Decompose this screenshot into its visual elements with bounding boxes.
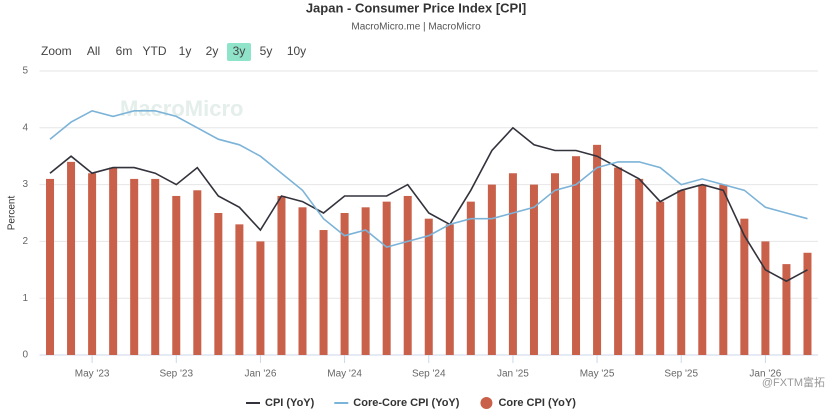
x-tick-label: Sep '24 xyxy=(412,369,446,380)
bar xyxy=(256,241,265,355)
y-axis-label: Percent xyxy=(7,196,18,231)
bar xyxy=(445,224,454,355)
y-tick-label: 0 xyxy=(22,350,28,361)
bar xyxy=(403,195,412,355)
bar xyxy=(88,173,97,355)
watermark: MacroMicro xyxy=(120,96,243,121)
chart-title: Japan - Consumer Price Index [CPI] xyxy=(306,0,526,15)
range-button[interactable]: YTD xyxy=(143,44,167,58)
bar xyxy=(550,173,559,355)
bar xyxy=(593,144,602,355)
y-tick-label: 5 xyxy=(22,66,28,77)
y-tick-label: 3 xyxy=(22,179,28,190)
bar xyxy=(656,201,665,355)
x-tick-label: Jan '26 xyxy=(244,369,276,380)
bar xyxy=(151,178,160,355)
bar xyxy=(740,218,749,355)
range-button[interactable]: 10y xyxy=(287,44,306,58)
legend-label[interactable]: Core-Core CPI (YoY) xyxy=(353,397,459,409)
range-button[interactable]: 3y xyxy=(233,44,246,58)
zoom-label: Zoom xyxy=(41,44,72,58)
bar xyxy=(803,252,812,355)
bar xyxy=(698,184,707,355)
bar xyxy=(319,230,328,355)
x-tick-label: May '23 xyxy=(75,369,110,380)
chart-subtitle: MacroMicro.me | MacroMicro xyxy=(351,22,481,33)
x-tick-label: Jan '26 xyxy=(749,369,781,380)
bar xyxy=(109,167,118,355)
range-button[interactable]: 5y xyxy=(260,44,273,58)
range-button[interactable]: 1y xyxy=(179,44,192,58)
x-tick-label: May '25 xyxy=(580,369,615,380)
bar xyxy=(782,264,791,355)
bar xyxy=(46,178,55,355)
legend-symbol xyxy=(480,397,493,409)
bar xyxy=(719,184,728,355)
x-tick-label: Sep '25 xyxy=(664,369,698,380)
bar xyxy=(193,190,202,355)
line xyxy=(49,109,808,248)
bar xyxy=(508,173,517,355)
legend-label[interactable]: Core CPI (YoY) xyxy=(498,397,576,409)
bar xyxy=(298,207,307,355)
x-tick-label: Sep '23 xyxy=(159,369,193,380)
y-tick-label: 4 xyxy=(22,122,28,133)
bar xyxy=(466,201,475,355)
range-button-bg xyxy=(227,43,251,61)
bar xyxy=(130,178,139,355)
legend-label[interactable]: CPI (YoY) xyxy=(265,397,315,409)
y-tick-label: 1 xyxy=(22,293,28,304)
bar xyxy=(487,184,496,355)
line xyxy=(49,126,808,283)
bar xyxy=(172,195,181,355)
range-button[interactable]: 2y xyxy=(206,44,219,58)
bar xyxy=(382,201,391,355)
x-tick-label: May '24 xyxy=(327,369,362,380)
range-button[interactable]: All xyxy=(87,44,100,58)
bar xyxy=(424,218,433,355)
bar xyxy=(614,167,623,355)
bar xyxy=(361,207,370,355)
watermark: @FXTM富拓 xyxy=(762,375,825,389)
bar xyxy=(761,241,770,355)
bar xyxy=(277,195,286,355)
bar xyxy=(572,156,581,355)
bar xyxy=(214,213,223,355)
bar xyxy=(529,184,538,355)
bar xyxy=(677,190,686,355)
bar xyxy=(340,213,349,355)
y-tick-label: 2 xyxy=(22,236,28,247)
bar xyxy=(67,161,76,355)
bar xyxy=(635,178,644,355)
bar xyxy=(235,224,244,355)
x-tick-label: Jan '25 xyxy=(497,369,529,380)
range-button[interactable]: 6m xyxy=(116,44,133,58)
